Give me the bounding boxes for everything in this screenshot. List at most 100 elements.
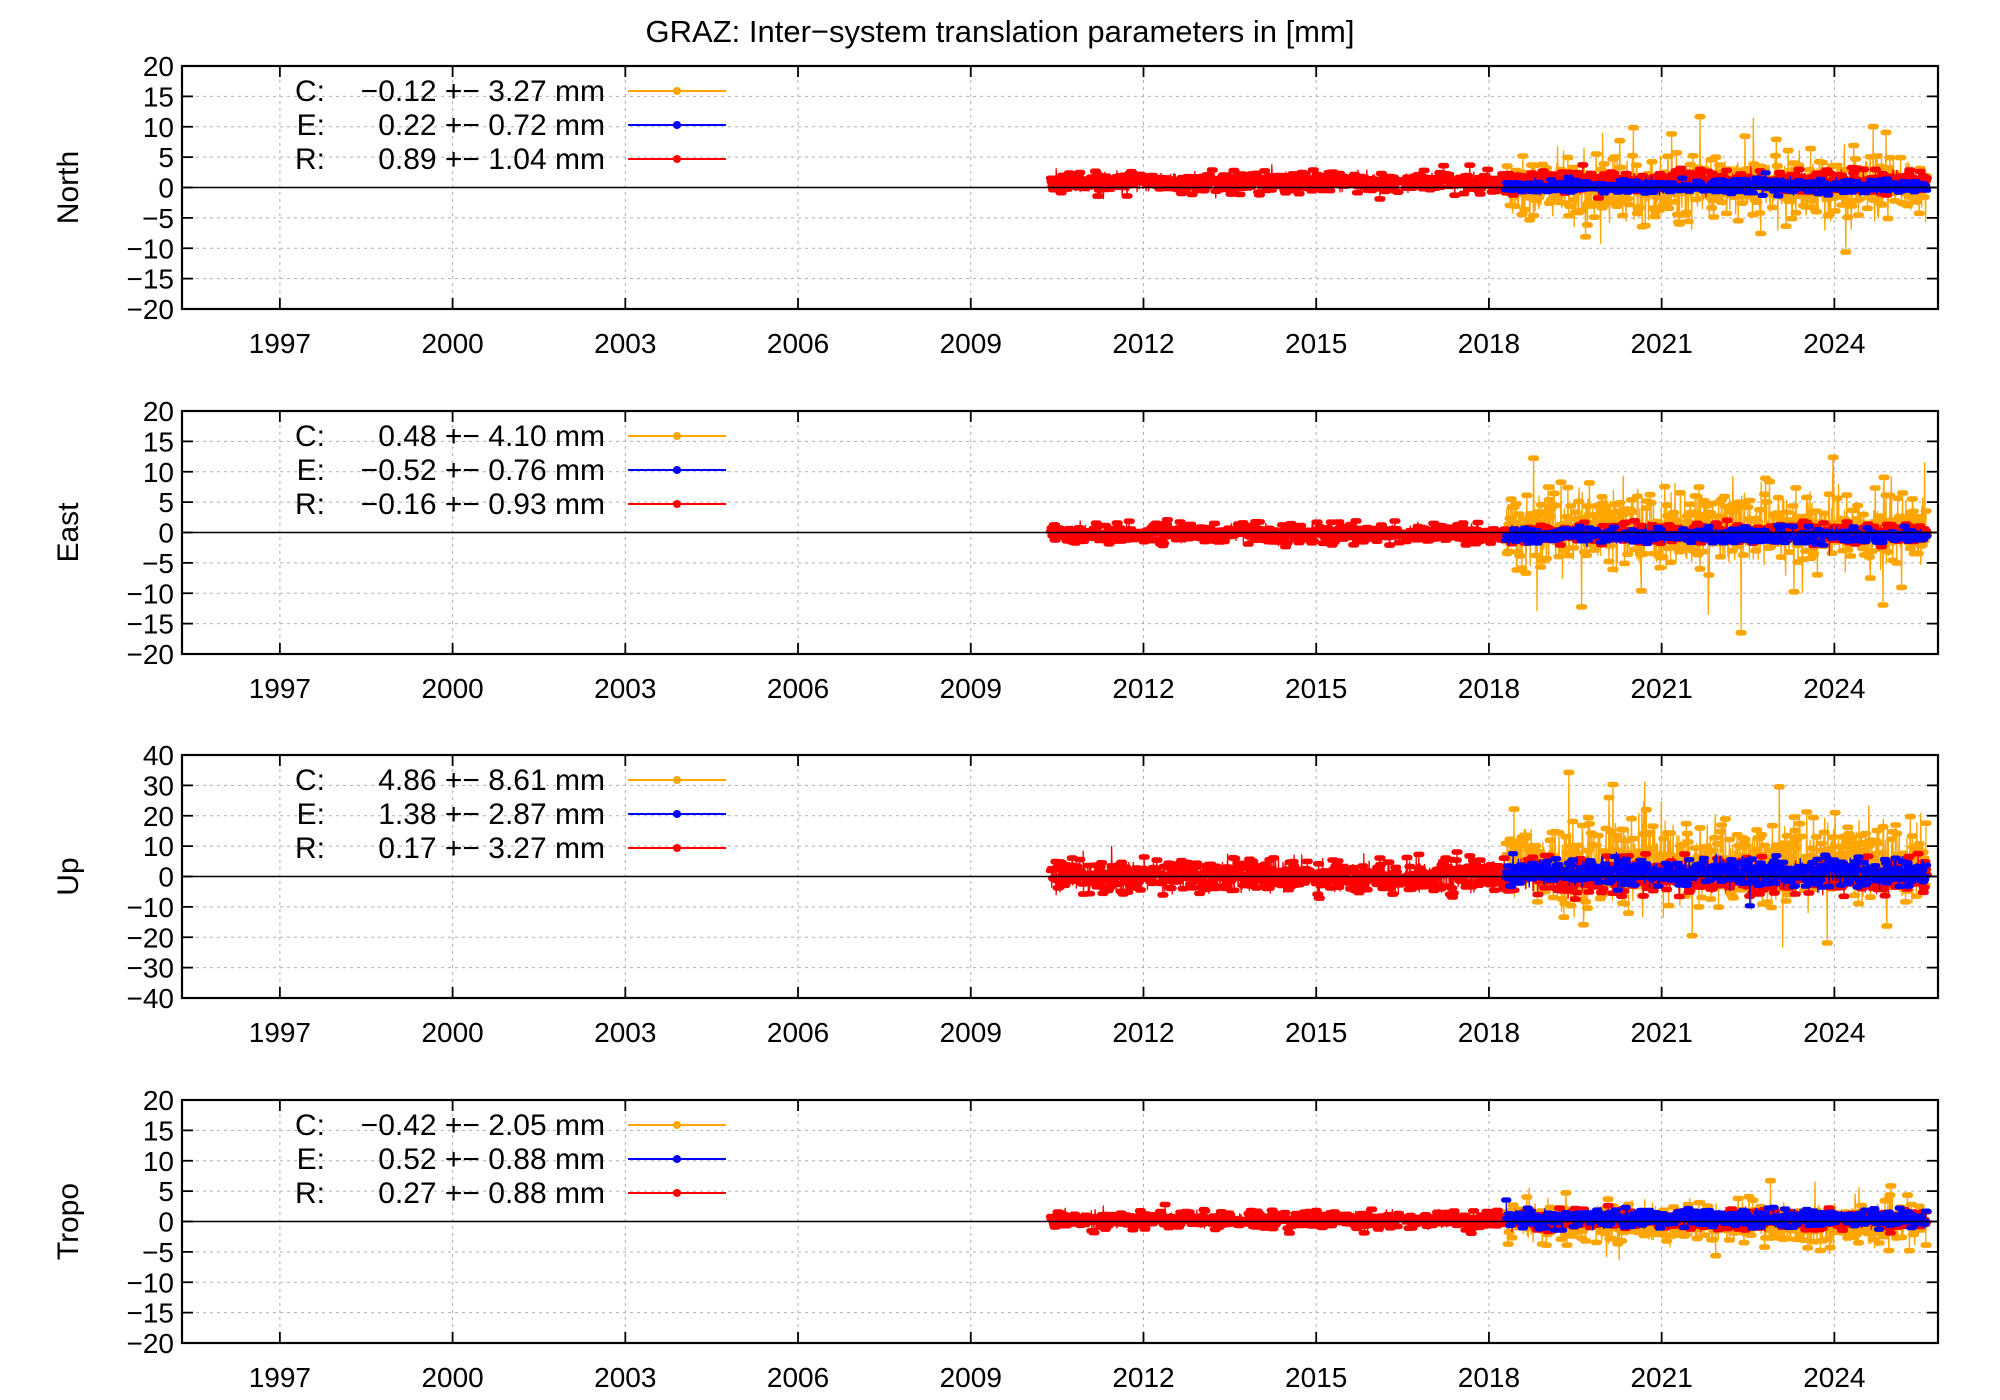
x-tick-label: 2018: [1458, 1017, 1520, 1048]
x-tick-label: 2006: [767, 1017, 829, 1048]
y-tick-label: −30: [127, 953, 175, 984]
legend-stats-C: −0.42 +− 2.05 mm: [361, 1109, 605, 1142]
y-tick-label: 10: [143, 1146, 174, 1177]
legend-swatch-dot-R: [673, 500, 681, 508]
legend-label-R: R:: [295, 488, 325, 521]
x-tick-label: 2024: [1803, 328, 1865, 359]
legend-label-E: E:: [297, 454, 325, 487]
x-tick-label: 2009: [940, 1362, 1002, 1393]
legend-swatch-dot-C: [673, 776, 681, 784]
x-tick-label: 2000: [421, 1017, 483, 1048]
x-tick-label: 2003: [594, 673, 656, 704]
y-tick-label: 10: [143, 457, 174, 488]
legend-swatch-dot-C: [673, 432, 681, 440]
y-tick-label: −15: [127, 609, 175, 640]
legend-swatch-dot-E: [673, 810, 681, 818]
y-tick-label: 15: [143, 81, 174, 112]
legend-stats-R: −0.16 +− 0.93 mm: [361, 488, 605, 521]
series-group: [1045, 454, 1932, 636]
y-tick-label: 20: [143, 396, 174, 427]
y-tick-label: −40: [127, 983, 175, 1014]
x-tick-label: 2018: [1458, 673, 1520, 704]
x-tick-label: 2015: [1285, 1362, 1347, 1393]
x-tick-label: 2018: [1458, 1362, 1520, 1393]
legend-swatch-dot-R: [673, 1189, 681, 1197]
legend: C: 0.48 +− 4.10 mm E: −0.52 +− 0.76 mm R: −0.…: [295, 420, 726, 521]
y-tick-label: −20: [127, 294, 175, 325]
legend: C: −0.12 +− 3.27 mm E: 0.22 +− 0.72 mm R: 0.8…: [295, 75, 726, 176]
y-tick-label: −15: [127, 1298, 175, 1329]
x-tick-label: 2021: [1630, 673, 1692, 704]
legend-stats-C: −0.12 +− 3.27 mm: [361, 75, 605, 108]
legend-label-C: C:: [295, 1109, 325, 1142]
y-tick-label: −10: [127, 892, 175, 923]
legend-stats-R: 0.17 +− 3.27 mm: [378, 832, 605, 865]
legend-label-E: E:: [297, 1143, 325, 1176]
legend-swatch-dot-E: [673, 121, 681, 129]
x-tick-label: 2006: [767, 328, 829, 359]
x-tick-label: 2015: [1285, 673, 1347, 704]
x-tick-label: 2012: [1112, 1017, 1174, 1048]
legend-stats-E: −0.52 +− 0.76 mm: [361, 454, 605, 487]
x-tick-label: 2006: [767, 673, 829, 704]
y-tick-label: 0: [158, 173, 174, 204]
legend-stats-R: 0.27 +− 0.88 mm: [378, 1177, 605, 1210]
legend-label-R: R:: [295, 832, 325, 865]
y-tick-label: 5: [158, 1176, 174, 1207]
y-tick-label: 15: [143, 1115, 174, 1146]
x-tick-label: 2021: [1630, 328, 1692, 359]
legend-label-E: E:: [297, 798, 325, 831]
legend-swatch-dot-E: [673, 1155, 681, 1163]
x-tick-label: 2003: [594, 1017, 656, 1048]
y-tick-label: −20: [127, 922, 175, 953]
y-tick-label: −10: [127, 233, 175, 264]
legend-swatch-dot-C: [673, 1121, 681, 1129]
legend-label-C: C:: [295, 764, 325, 797]
legend: C: 4.86 +− 8.61 mm E: 1.38 +− 2.87 mm R: 0.17…: [295, 764, 726, 865]
x-tick-label: 2000: [421, 673, 483, 704]
legend-stats-E: 1.38 +− 2.87 mm: [378, 798, 605, 831]
y-tick-label: −5: [142, 548, 174, 579]
y-tick-label: 30: [143, 770, 174, 801]
x-tick-label: 1997: [249, 328, 311, 359]
legend-swatch-dot-R: [673, 844, 681, 852]
y-tick-label: 5: [158, 142, 174, 173]
legend: C: −0.42 +− 2.05 mm E: 0.52 +− 0.88 mm R: 0.2…: [295, 1109, 726, 1210]
y-tick-label: 40: [143, 740, 174, 771]
x-tick-label: 2012: [1112, 1362, 1174, 1393]
x-tick-label: 1997: [249, 1017, 311, 1048]
x-tick-label: 2006: [767, 1362, 829, 1393]
legend-label-E: E:: [297, 109, 325, 142]
x-tick-label: 2012: [1112, 673, 1174, 704]
x-tick-label: 2000: [421, 328, 483, 359]
x-tick-label: 2021: [1630, 1017, 1692, 1048]
chart-title: GRAZ: Inter−system translation parameter…: [646, 14, 1355, 49]
x-tick-label: 2012: [1112, 328, 1174, 359]
y-tick-label: −20: [127, 1328, 175, 1359]
legend-label-C: C:: [295, 75, 325, 108]
x-tick-label: 2015: [1285, 1017, 1347, 1048]
legend-swatch-dot-E: [673, 466, 681, 474]
y-tick-label: −10: [127, 578, 175, 609]
x-tick-label: 1997: [249, 1362, 311, 1393]
x-tick-label: 2000: [421, 1362, 483, 1393]
x-tick-label: 1997: [249, 673, 311, 704]
y-tick-label: 20: [143, 1085, 174, 1116]
x-tick-label: 2009: [940, 673, 1002, 704]
x-tick-label: 2003: [594, 1362, 656, 1393]
y-tick-label: −15: [127, 264, 175, 295]
legend-swatch-dot-R: [673, 155, 681, 163]
x-tick-label: 2015: [1285, 328, 1347, 359]
y-tick-label: −10: [127, 1267, 175, 1298]
legend-swatch-dot-C: [673, 87, 681, 95]
legend-stats-C: 0.48 +− 4.10 mm: [378, 420, 605, 453]
legend-label-R: R:: [295, 143, 325, 176]
x-tick-label: 2024: [1803, 1017, 1865, 1048]
y-tick-label: 15: [143, 426, 174, 457]
x-tick-label: 2009: [940, 328, 1002, 359]
y-tick-label: 5: [158, 487, 174, 518]
